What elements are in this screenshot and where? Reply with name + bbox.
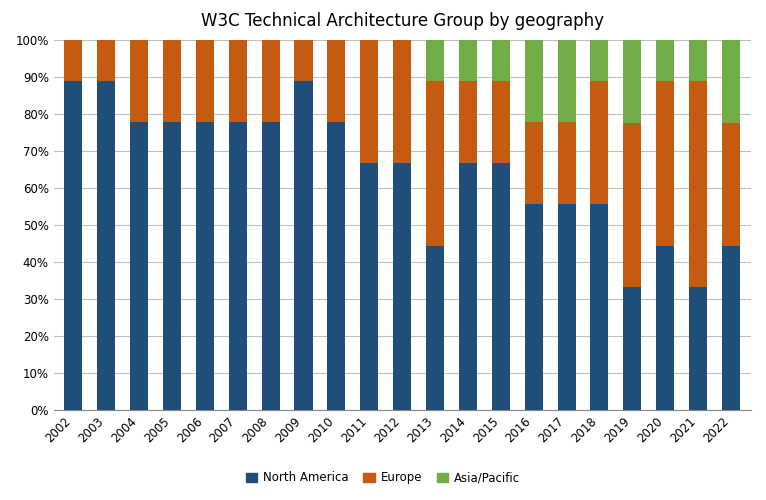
Legend: North America, Europe, Asia/Pacific: North America, Europe, Asia/Pacific bbox=[241, 466, 525, 489]
Bar bbox=[360, 163, 378, 410]
Bar bbox=[130, 40, 148, 122]
Bar bbox=[261, 40, 280, 122]
Bar bbox=[722, 40, 740, 122]
Bar bbox=[97, 81, 115, 410]
Bar bbox=[426, 246, 444, 410]
Bar bbox=[393, 40, 411, 163]
Bar bbox=[558, 40, 575, 122]
Bar bbox=[459, 40, 477, 81]
Bar bbox=[525, 122, 543, 204]
Bar bbox=[294, 81, 313, 410]
Bar bbox=[459, 81, 477, 163]
Bar bbox=[591, 40, 608, 81]
Bar bbox=[689, 81, 707, 287]
Bar bbox=[591, 81, 608, 204]
Bar bbox=[624, 287, 641, 410]
Bar bbox=[656, 246, 674, 410]
Bar bbox=[229, 40, 247, 122]
Bar bbox=[327, 40, 345, 122]
Bar bbox=[656, 40, 674, 82]
Bar bbox=[327, 122, 345, 410]
Bar bbox=[525, 40, 543, 122]
Bar bbox=[360, 40, 378, 163]
Bar bbox=[558, 204, 575, 410]
Bar bbox=[229, 122, 247, 410]
Bar bbox=[426, 82, 444, 245]
Bar bbox=[525, 204, 543, 410]
Bar bbox=[163, 40, 181, 122]
Bar bbox=[393, 163, 411, 410]
Bar bbox=[130, 122, 148, 410]
Title: W3C Technical Architecture Group by geography: W3C Technical Architecture Group by geog… bbox=[201, 12, 604, 30]
Bar bbox=[261, 122, 280, 410]
Bar bbox=[558, 122, 575, 204]
Bar bbox=[624, 40, 641, 122]
Bar bbox=[426, 40, 444, 82]
Bar bbox=[492, 163, 510, 410]
Bar bbox=[492, 40, 510, 81]
Bar bbox=[196, 40, 214, 122]
Bar bbox=[722, 122, 740, 246]
Bar bbox=[492, 81, 510, 163]
Bar bbox=[163, 122, 181, 410]
Bar bbox=[689, 40, 707, 81]
Bar bbox=[656, 82, 674, 245]
Bar bbox=[591, 204, 608, 410]
Bar bbox=[196, 122, 214, 410]
Bar bbox=[97, 40, 115, 81]
Bar bbox=[294, 40, 313, 81]
Bar bbox=[689, 287, 707, 410]
Bar bbox=[459, 163, 477, 410]
Bar bbox=[624, 122, 641, 287]
Bar bbox=[722, 246, 740, 410]
Bar bbox=[64, 40, 83, 81]
Bar bbox=[64, 81, 83, 410]
